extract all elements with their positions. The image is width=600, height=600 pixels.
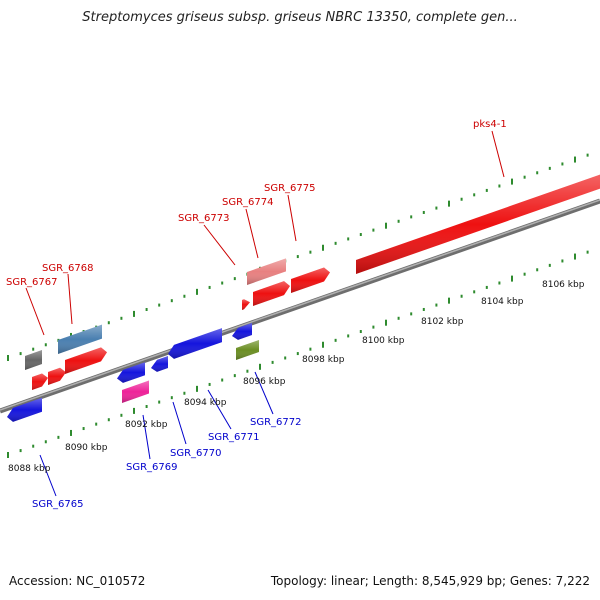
leader-line [142,414,151,460]
gene-red-c[interactable] [65,347,107,374]
reverse-scale-ticks [7,250,589,458]
leader-line [67,273,73,325]
gene-red-a-shade [32,373,48,390]
scale-label: 8098 kbp [302,355,345,365]
gene-label-sgr_6772: SGR_6772 [250,417,302,428]
gene-sgr-6775[interactable] [291,267,330,293]
gene-sgr-6770[interactable] [168,328,222,359]
leader-line [254,371,274,415]
gene-sgr-6774[interactable] [247,258,286,285]
gene-blue-a[interactable] [117,362,145,383]
gene-sgr-6768-shade [58,324,102,354]
gene-label-sgr_6767: SGR_6767 [6,277,58,288]
scale-label: 8096 kbp [243,377,286,387]
scale-label: 8106 kbp [542,280,585,290]
scale-label: 8094 kbp [184,398,227,408]
topology-text: Topology: linear; Length: 8,545,929 bp; … [270,574,590,588]
gene-blue-b[interactable] [151,356,168,372]
gene-sgr-6772[interactable] [236,339,259,360]
sequence-backbone [0,198,600,414]
gene-sgr-6772-shade [236,339,259,360]
gene-sgr-6770-shade [168,328,222,359]
gene-label-sgr_6768: SGR_6768 [42,263,94,274]
scale-label: 8100 kbp [362,336,405,346]
genome-title: Streptomyces griseus subsp. griseus NBRC… [82,10,518,25]
gene-label-sgr_6771: SGR_6771 [208,432,260,443]
gene-pks4-1-shade [356,174,600,274]
gene-red-c-shade [65,347,107,374]
gene-red-b-shade [48,367,66,385]
scale-label: 8102 kbp [421,317,464,327]
gene-blue-a-shade [117,362,145,383]
label-leader-lines [25,130,505,497]
leader-line [172,401,187,445]
leader-line [207,389,232,430]
leader-line [287,194,297,242]
gene-sgr-6775-shade [291,267,330,293]
gene-label-sgr_6769: SGR_6769 [126,462,178,473]
gene-red-a[interactable] [32,373,48,391]
gene-sgr-6769-shade [122,380,149,403]
gene-label-sgr_6774: SGR_6774 [222,197,274,208]
leader-line [491,130,505,178]
gene-label-sgr_6770: SGR_6770 [170,448,222,459]
scale-label: 8088 kbp [8,464,51,474]
gene-pks4-1[interactable] [356,174,600,274]
gene-red-small-shade [242,299,250,310]
gene-sgr-6769[interactable] [122,380,149,403]
leader-line [39,454,57,497]
gene-red-b[interactable] [48,367,66,385]
gene-label-sgr_6775: SGR_6775 [264,183,316,194]
gene-sgr-6771-shade [232,323,252,340]
scale-label: 8104 kbp [481,297,524,307]
gene-gray-shade [25,350,42,370]
leader-line [245,208,259,259]
gene-label-sgr_6765: SGR_6765 [32,499,84,510]
gene-sgr-6774-shade [247,258,286,285]
gene-labels: SGR_6767 SGR_6768 SGR_6773 SGR_6774 SGR_6775… [6,119,507,510]
gene-gray[interactable] [25,350,42,370]
gene-label-pks4-1: pks4-1 [473,119,507,130]
scale-label: 8092 kbp [125,420,168,430]
gene-label-sgr_6773: SGR_6773 [178,213,230,224]
accession-text: Accession: NC_010572 [9,574,146,588]
scale-labels: 8088 kbp 8090 kbp 8092 kbp 8094 kbp 8096 kbp… [8,280,585,474]
scale-label: 8090 kbp [65,443,108,453]
leader-line [25,287,45,336]
gene-sgr-6773[interactable] [253,281,290,306]
gene-sgr-6773-shade [253,281,290,306]
leader-line [203,224,236,266]
gene-sgr-6765-shade [7,397,42,422]
gene-sgr-6771[interactable] [232,323,252,340]
gene-features[interactable] [7,174,600,422]
gene-blue-b-shade [151,356,168,372]
gene-sgr-6765[interactable] [7,397,42,422]
gene-sgr-6768[interactable] [58,324,102,354]
gene-red-small[interactable] [242,299,250,310]
